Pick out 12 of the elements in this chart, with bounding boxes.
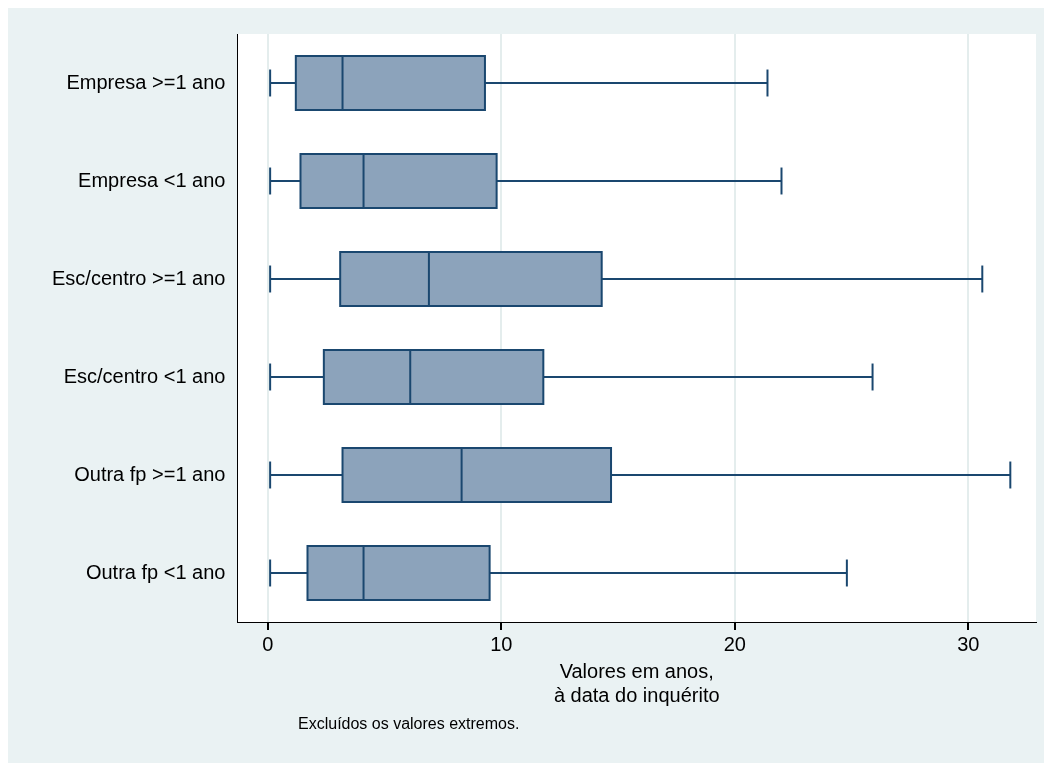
y-tick-label: Outra fp >=1 ano	[74, 462, 226, 485]
x-tick-label: 20	[723, 632, 746, 655]
y-tick-label: Empresa >=1 ano	[66, 70, 226, 93]
y-tick-label: Esc/centro <1 ano	[63, 364, 226, 387]
y-tick-label: Outra fp <1 ano	[85, 560, 226, 583]
y-tick-label: Esc/centro >=1 ano	[51, 266, 226, 289]
x-axis-title: Valores em anos, à data do inquérito	[553, 659, 720, 706]
y-tick-label: Empresa <1 ano	[78, 168, 226, 191]
x-tick-label: 0	[262, 632, 274, 655]
text: Excluídos os valores extremos.	[298, 715, 520, 733]
x-tick-label: 10	[490, 632, 513, 655]
x-tick-label: 30	[957, 632, 980, 655]
